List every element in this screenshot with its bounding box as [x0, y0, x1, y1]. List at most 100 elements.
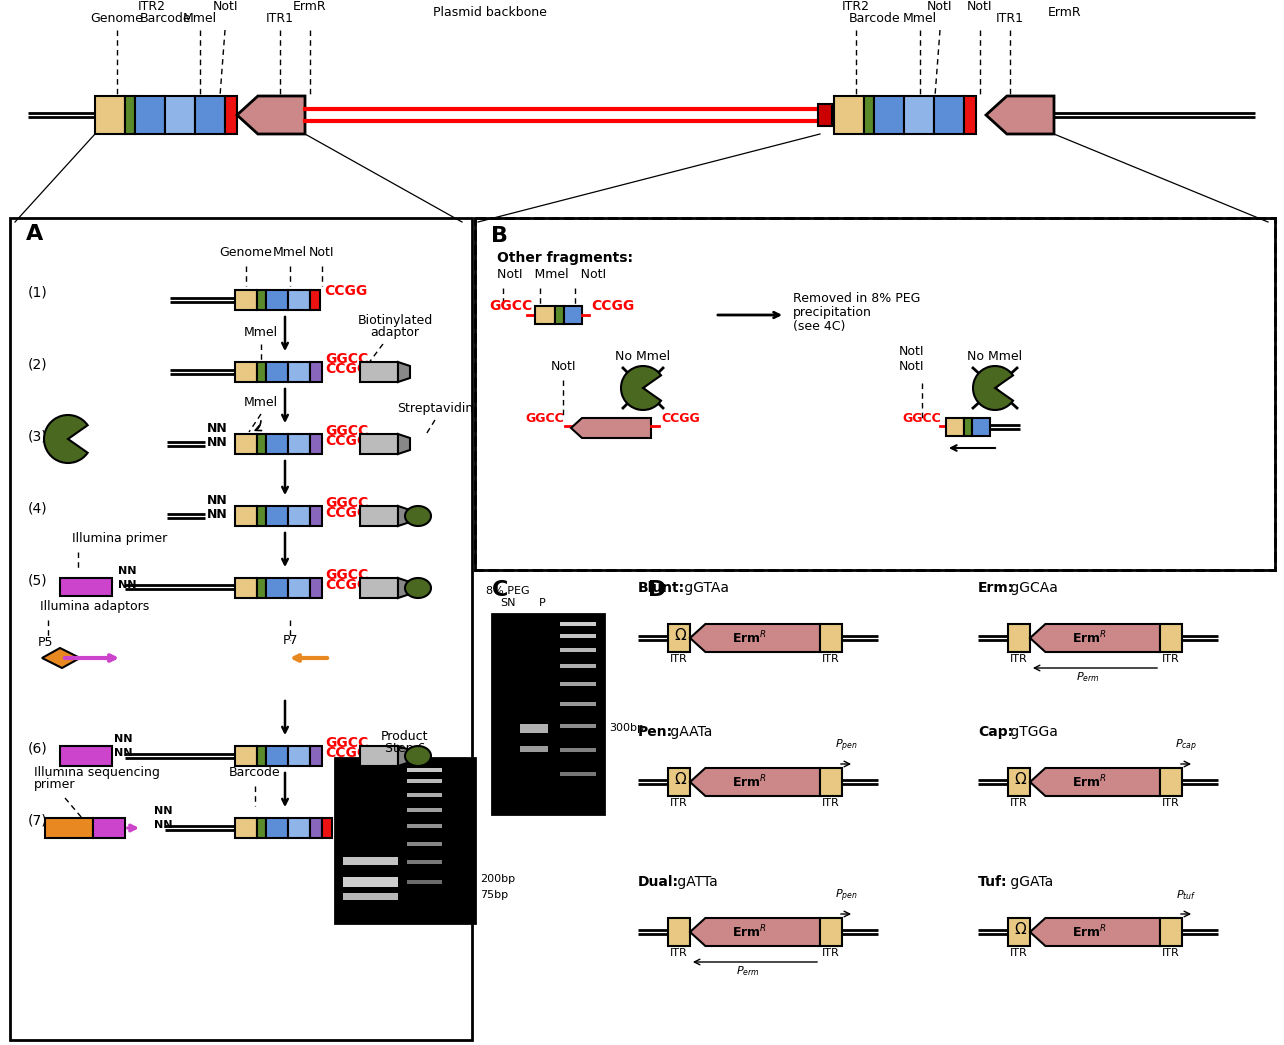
- Text: Erm$^R$: Erm$^R$: [1072, 773, 1108, 790]
- Bar: [266, 746, 288, 766]
- Bar: [343, 857, 398, 865]
- Bar: [535, 306, 555, 324]
- Bar: [288, 746, 309, 766]
- Bar: [257, 434, 266, 454]
- Text: ITR: ITR: [1162, 798, 1180, 808]
- Text: CCGG: CCGG: [325, 578, 369, 593]
- Bar: [288, 578, 309, 598]
- Text: Product: Product: [381, 730, 429, 743]
- Polygon shape: [238, 96, 306, 134]
- Bar: [560, 772, 596, 775]
- Text: $P_{erm}$: $P_{erm}$: [736, 963, 760, 978]
- Bar: [309, 434, 322, 454]
- Text: ITR1: ITR1: [266, 11, 294, 25]
- Text: NN: NN: [154, 806, 172, 816]
- Text: gATTa: gATTa: [673, 875, 718, 889]
- Bar: [309, 746, 322, 766]
- Ellipse shape: [404, 746, 431, 766]
- Bar: [322, 818, 333, 838]
- Bar: [288, 506, 309, 526]
- Bar: [10, 218, 473, 1040]
- Text: $P_{tuf}$: $P_{tuf}$: [1176, 888, 1197, 902]
- Text: CCGG: CCGG: [325, 434, 369, 448]
- Bar: [964, 96, 976, 134]
- Bar: [288, 291, 309, 310]
- Bar: [1159, 918, 1183, 946]
- Ellipse shape: [404, 578, 431, 598]
- Bar: [195, 96, 225, 134]
- Text: Barcode: Barcode: [849, 11, 901, 25]
- Bar: [235, 434, 257, 454]
- Text: GGCC: GGCC: [325, 568, 369, 582]
- Text: Plasmid backbone: Plasmid backbone: [433, 6, 547, 19]
- Polygon shape: [398, 362, 410, 382]
- Text: NN: NN: [207, 508, 227, 521]
- Bar: [560, 702, 596, 705]
- Bar: [520, 724, 548, 733]
- Text: primer: primer: [33, 777, 76, 791]
- Text: GGCC: GGCC: [325, 736, 369, 750]
- Bar: [60, 578, 112, 596]
- Bar: [407, 808, 442, 812]
- Bar: [60, 746, 112, 766]
- Bar: [964, 418, 972, 436]
- Text: ITR: ITR: [1162, 654, 1180, 664]
- Text: NN: NN: [114, 734, 132, 744]
- Ellipse shape: [404, 506, 431, 526]
- Text: NN: NN: [207, 422, 227, 435]
- Bar: [520, 746, 548, 752]
- Text: ITR1: ITR1: [996, 11, 1025, 25]
- Text: No Mmel: No Mmel: [967, 350, 1022, 363]
- Bar: [266, 578, 288, 598]
- Text: Barcode: Barcode: [140, 11, 191, 25]
- Bar: [257, 818, 266, 838]
- Bar: [864, 96, 874, 134]
- Bar: [257, 291, 266, 310]
- Text: ITR: ITR: [822, 798, 840, 808]
- Text: (7): (7): [28, 813, 48, 827]
- Polygon shape: [42, 648, 80, 668]
- Text: gGCAa: gGCAa: [1005, 581, 1058, 595]
- Bar: [835, 96, 864, 134]
- Bar: [668, 768, 690, 796]
- Text: NN: NN: [118, 580, 136, 590]
- Wedge shape: [44, 415, 87, 463]
- Text: NotI: NotI: [212, 0, 238, 13]
- Text: NN: NN: [207, 436, 227, 449]
- Text: P7: P7: [282, 634, 298, 647]
- Text: Dual:: Dual:: [638, 875, 679, 889]
- Text: Tuf:: Tuf:: [978, 875, 1008, 889]
- Polygon shape: [690, 918, 820, 946]
- Bar: [266, 362, 288, 382]
- Bar: [125, 96, 135, 134]
- Text: No Mmel: No Mmel: [615, 350, 670, 363]
- Bar: [820, 624, 842, 652]
- Bar: [309, 506, 322, 526]
- Text: (2): (2): [28, 357, 48, 371]
- Bar: [360, 506, 398, 526]
- Polygon shape: [398, 578, 410, 598]
- Bar: [668, 624, 690, 652]
- Text: (see 4C): (see 4C): [794, 320, 845, 333]
- Text: (6): (6): [28, 741, 48, 754]
- Text: $\Omega$: $\Omega$: [674, 627, 687, 643]
- Polygon shape: [1030, 768, 1159, 796]
- Bar: [360, 434, 398, 454]
- Bar: [1008, 624, 1030, 652]
- Text: NN: NN: [114, 748, 132, 758]
- Text: Removed in 8% PEG: Removed in 8% PEG: [794, 292, 921, 305]
- Text: NotI: NotI: [309, 246, 335, 259]
- Bar: [235, 362, 257, 382]
- Text: Illumina sequencing: Illumina sequencing: [33, 766, 160, 779]
- Bar: [235, 291, 257, 310]
- Bar: [492, 614, 603, 814]
- Polygon shape: [398, 506, 410, 526]
- Text: ITR2: ITR2: [842, 0, 871, 13]
- Text: Mmel: Mmel: [244, 326, 279, 339]
- Text: $P_{pen}$: $P_{pen}$: [835, 738, 858, 753]
- Polygon shape: [986, 96, 1054, 134]
- Text: Erm:: Erm:: [978, 581, 1014, 595]
- Text: NN: NN: [207, 494, 227, 507]
- Bar: [257, 506, 266, 526]
- Bar: [560, 748, 596, 751]
